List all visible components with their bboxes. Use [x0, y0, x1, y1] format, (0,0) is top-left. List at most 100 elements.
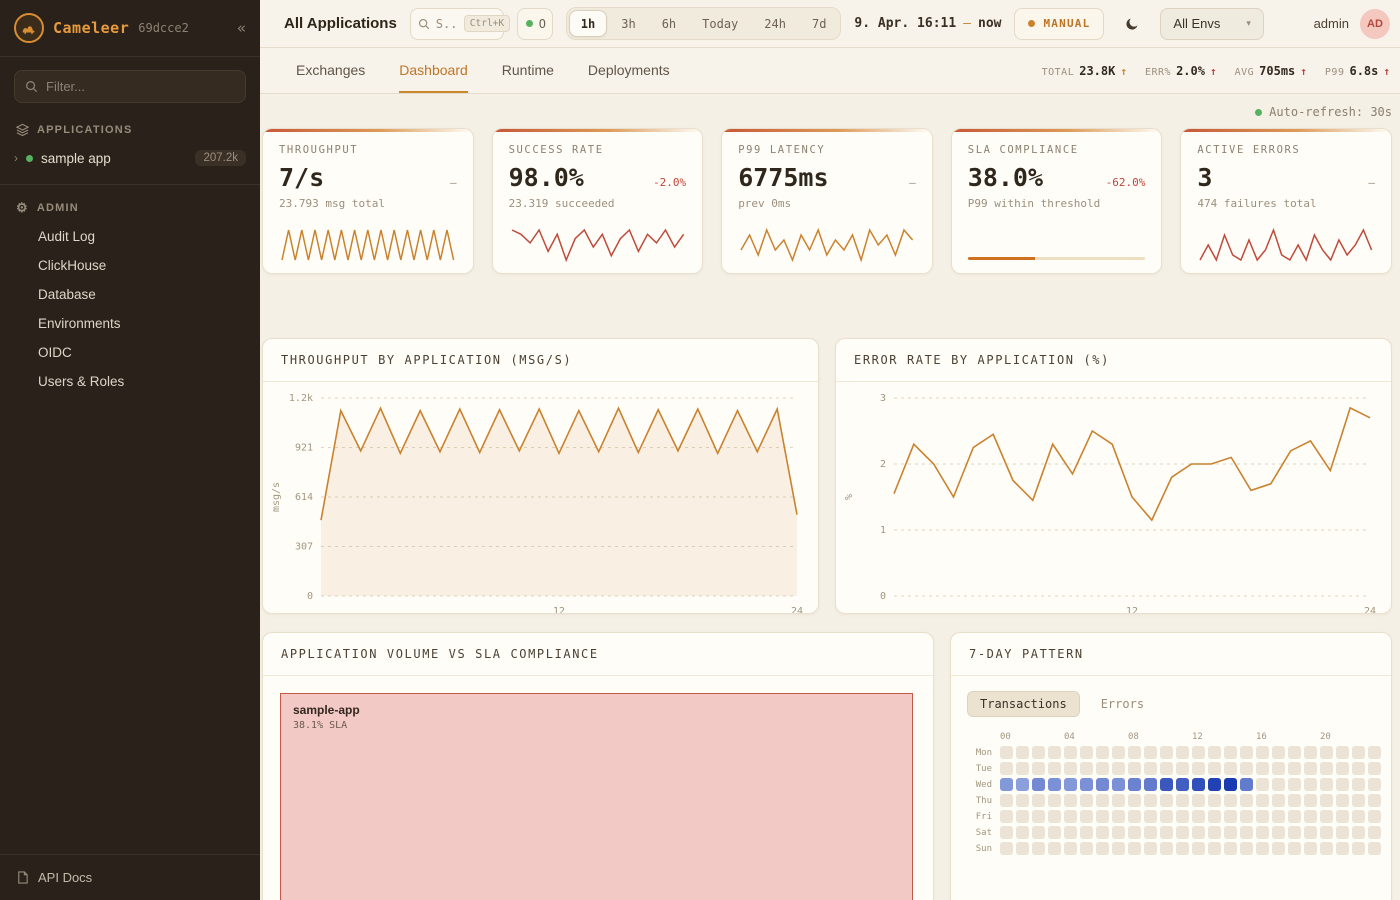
heatmap-cell — [1176, 778, 1189, 791]
chevron-right-icon[interactable]: › — [14, 151, 18, 165]
admin-section: ⚙ ADMIN Audit Log ClickHouse Database En… — [0, 185, 260, 396]
heatmap-cell — [1144, 794, 1157, 807]
heatmap-cell — [1048, 746, 1061, 759]
sidebar-item-sample-app[interactable]: › sample app 207.2k — [0, 144, 260, 172]
heatmap-cell — [1096, 746, 1109, 759]
heatmap-cell — [1064, 842, 1077, 855]
search-icon — [418, 18, 430, 30]
heatmap-cell — [1352, 746, 1365, 759]
heatmap-cell — [1048, 794, 1061, 807]
envs-select[interactable]: All Envs ▾ — [1160, 7, 1264, 40]
chart-title: THROUGHPUT BY APPLICATION (MSG/S) — [263, 339, 818, 382]
heatmap-cell — [1080, 842, 1093, 855]
heatmap-cell — [1368, 810, 1381, 823]
sidebar: Cameleer 69dcce2 « APPLICATIONS › sample… — [0, 0, 260, 900]
gradient-bar — [951, 129, 1162, 132]
tab-deployments[interactable]: Deployments — [587, 61, 670, 78]
time-range-7d[interactable]: 7d — [800, 10, 838, 37]
heatmap-cell — [1288, 842, 1301, 855]
heatmap-cell — [1240, 794, 1253, 807]
heatmap-day-label: Mon — [975, 747, 992, 758]
sla-progress-fill — [967, 257, 1036, 260]
search-icon — [25, 80, 38, 93]
global-search[interactable]: Ctrl+K — [409, 7, 511, 40]
heatmap-cell — [1304, 762, 1317, 775]
sidebar-filter-input[interactable] — [46, 79, 235, 94]
heatmap-cell — [1192, 762, 1205, 775]
tab-exchanges[interactable]: Exchanges — [296, 61, 366, 78]
kpi-delta: -62.0% — [1105, 176, 1146, 189]
global-search-input[interactable] — [435, 16, 458, 31]
throughput-chart: 0 307 614 921 1.2k 12 24 msg/s — [271, 393, 803, 613]
tab-errors[interactable]: Errors — [1100, 697, 1145, 711]
heatmap-cell — [1240, 810, 1253, 823]
heatmap-cell — [1128, 746, 1141, 759]
svg-text:24: 24 — [1364, 606, 1376, 613]
heatmap-cell — [1256, 778, 1269, 791]
heatmap-cell — [1320, 778, 1333, 791]
heatmap-cell — [1032, 810, 1045, 823]
up-arrow-icon: ↑ — [1120, 64, 1127, 78]
tab-dashboard[interactable]: Dashboard — [399, 48, 468, 93]
heatmap-cell — [1080, 794, 1093, 807]
heatmap-cell — [1272, 810, 1285, 823]
heatmap-cell — [1160, 826, 1173, 839]
gradient-bar — [492, 129, 703, 132]
heatmap-cell — [1144, 842, 1157, 855]
sidebar-item-environments[interactable]: Environments — [38, 316, 121, 331]
heatmap-cell — [1000, 794, 1013, 807]
time-range-24h[interactable]: 24h — [752, 10, 798, 37]
heatmap-cell — [1144, 746, 1157, 759]
heatmap-cell — [1064, 762, 1077, 775]
date-range[interactable]: 9. Apr. 16:11 – now — [854, 16, 1001, 31]
heatmap-cell — [1160, 778, 1173, 791]
tab-transactions[interactable]: Transactions — [967, 691, 1080, 717]
heatmap-cell — [1352, 762, 1365, 775]
tabs-row: Exchanges Dashboard Runtime Deployments … — [260, 48, 1400, 94]
document-icon — [16, 871, 29, 884]
time-range-6h[interactable]: 6h — [650, 10, 688, 37]
api-docs-link[interactable]: API Docs — [0, 854, 260, 900]
sidebar-item-clickhouse[interactable]: ClickHouse — [38, 258, 107, 273]
kpi-value: 6775ms — [738, 163, 829, 192]
kpi-card-success-rate: SUCCESS RATE 98.0% -2.0% 23.319 succeede… — [491, 128, 704, 274]
treemap-sample-app[interactable]: sample-app 38.1% SLA — [280, 693, 913, 900]
up-arrow-icon: ↑ — [1383, 64, 1390, 78]
date-to: now — [978, 16, 1002, 31]
heatmap-cell — [1208, 826, 1221, 839]
heatmap-cell — [1032, 826, 1045, 839]
heatmap-cell — [1288, 826, 1301, 839]
manual-refresh-button[interactable]: MANUAL — [1014, 7, 1105, 40]
sidebar-item-oidc[interactable]: OIDC — [38, 345, 72, 360]
chart-title: ERROR RATE BY APPLICATION (%) — [836, 339, 1391, 382]
sidebar-item-users-roles[interactable]: Users & Roles — [38, 374, 125, 389]
heatmap-cell — [1192, 842, 1205, 855]
time-range-3h[interactable]: 3h — [609, 10, 647, 37]
sidebar-item-database[interactable]: Database — [38, 287, 96, 302]
heatmap-cell — [1176, 826, 1189, 839]
dark-mode-toggle[interactable] — [1117, 9, 1147, 39]
metric-total: TOTAL 23.8K ↑ — [1041, 63, 1127, 78]
manual-label: MANUAL — [1043, 17, 1091, 30]
live-status-pill[interactable]: O — [516, 7, 553, 40]
time-range-group: 1h 3h 6h Today 24h 7d — [565, 7, 842, 40]
avatar[interactable]: AD — [1360, 8, 1390, 39]
heatmap-cell — [1160, 794, 1173, 807]
time-range-1h[interactable]: 1h — [568, 10, 608, 37]
sidebar-collapse-button[interactable]: « — [236, 19, 246, 37]
charts-row: THROUGHPUT BY APPLICATION (MSG/S) 0 307 61… — [262, 338, 1392, 614]
applications-section: APPLICATIONS › sample app 207.2k — [0, 107, 260, 185]
sparkline — [740, 227, 914, 263]
heatmap-cell — [1336, 762, 1349, 775]
topbar: All Applications Ctrl+K O 1h 3h 6h Today… — [260, 0, 1400, 48]
username: admin — [1313, 16, 1349, 31]
date-separator: – — [963, 16, 971, 31]
heatmap-cell — [1048, 826, 1061, 839]
tab-runtime[interactable]: Runtime — [501, 61, 554, 78]
sidebar-item-audit-log[interactable]: Audit Log — [38, 229, 96, 244]
heatmap-cell — [1240, 842, 1253, 855]
moon-icon — [1124, 16, 1140, 32]
time-range-today[interactable]: Today — [690, 10, 750, 37]
heatmap-cell — [1176, 762, 1189, 775]
chart-title: APPLICATION VOLUME VS SLA COMPLIANCE — [263, 633, 933, 676]
